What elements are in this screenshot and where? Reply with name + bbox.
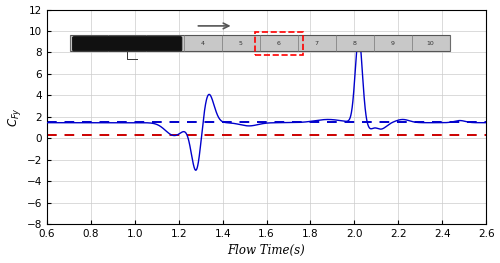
X-axis label: Flow Time(s): Flow Time(s) — [228, 244, 306, 257]
Y-axis label: $C_{Fy}$: $C_{Fy}$ — [6, 107, 22, 127]
